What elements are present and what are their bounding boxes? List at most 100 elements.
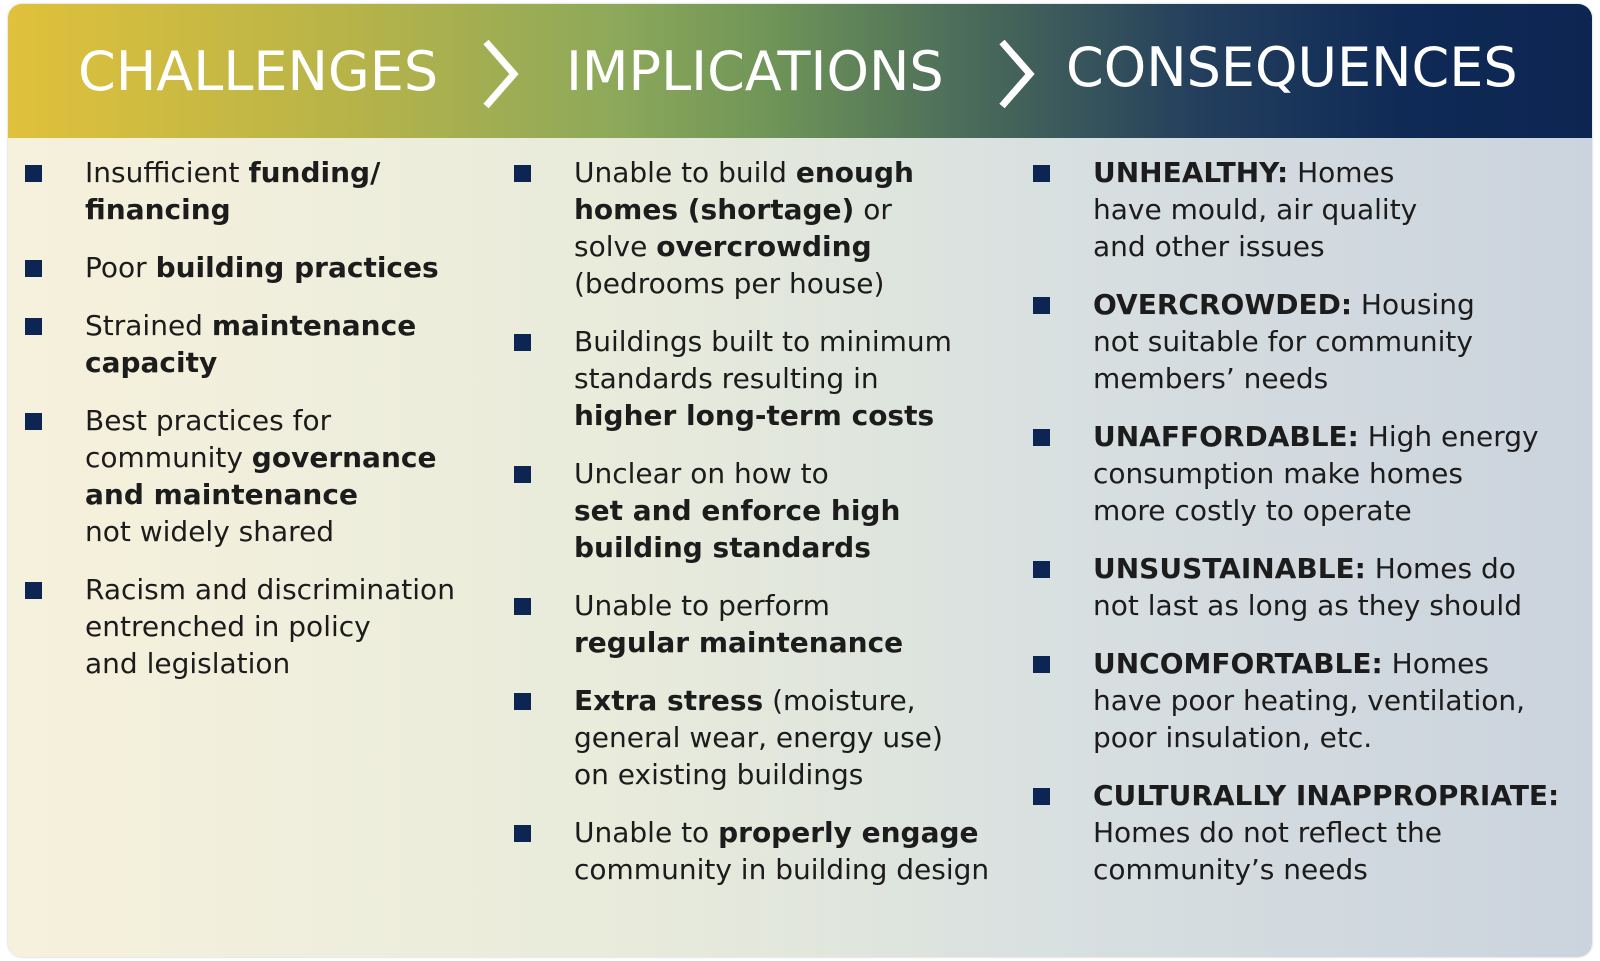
bold-text-segment: regular maintenance <box>574 626 904 659</box>
square-bullet-icon <box>514 693 531 710</box>
square-bullet-icon <box>25 318 42 335</box>
implication-item-text: Unable to properly engage community in bu… <box>574 814 1024 888</box>
bold-text-segment: UNHEALTHY: <box>1093 156 1289 189</box>
bold-text-segment: homes (shortage) <box>574 193 855 226</box>
challenge-item: Strained maintenance capacity <box>25 307 495 381</box>
bold-text-segment: building practices <box>155 251 439 284</box>
bold-text-segment: maintenance <box>211 309 417 342</box>
text-line: capacity <box>85 344 495 381</box>
text-line: Unable to properly engage <box>574 814 1024 851</box>
text-line: Unclear on how to <box>574 455 1024 492</box>
bold-text-segment: and maintenance <box>85 478 358 511</box>
text-line: building standards <box>574 529 1024 566</box>
text-line: have poor heating, ventilation, <box>1093 682 1588 719</box>
consequences-column: UNHEALTHY: Homes have mould, air quality a… <box>1033 154 1588 909</box>
challenge-item: Racism and discrimination entrenched in p… <box>25 571 495 682</box>
implication-item: Buildings built to minimum standards resu… <box>514 323 1024 434</box>
text-line: UNCOMFORTABLE: Homes <box>1093 645 1588 682</box>
text-line: CULTURALLY INAPPROPRIATE: <box>1093 777 1588 814</box>
text-segment: (bedrooms per house) <box>574 267 885 300</box>
chevron-right-icon <box>483 39 519 109</box>
text-line: UNHEALTHY: Homes <box>1093 154 1588 191</box>
text-line: and legislation <box>85 645 495 682</box>
text-line: poor insulation, etc. <box>1093 719 1588 756</box>
text-line: set and enforce high <box>574 492 1024 529</box>
text-segment: Unclear on how to <box>574 457 829 490</box>
text-line: and maintenance <box>85 476 495 513</box>
consequence-item-text: UNAFFORDABLE: High energy consumption mak… <box>1093 418 1588 529</box>
text-line: community governance <box>85 439 495 476</box>
text-segment: on existing buildings <box>574 758 864 791</box>
text-line: not last as long as they should <box>1093 587 1588 624</box>
text-line: community in building design <box>574 851 1024 888</box>
square-bullet-icon <box>514 825 531 842</box>
square-bullet-icon <box>25 582 42 599</box>
implication-item-text: Unable to build enough homes (shortage) o… <box>574 154 1024 302</box>
square-bullet-icon <box>514 165 531 182</box>
text-segment: Best practices for <box>85 404 332 437</box>
text-line: Insufficient funding/ <box>85 154 495 191</box>
consequence-item: UNCOMFORTABLE: Homes have poor heating, v… <box>1033 645 1588 756</box>
text-segment: Homes do <box>1365 552 1516 585</box>
implication-item-text: Unclear on how to set and enforce high bui… <box>574 455 1024 566</box>
text-segment: Homes <box>1382 647 1489 680</box>
text-segment: have poor heating, ventilation, <box>1093 684 1526 717</box>
text-line: not suitable for community <box>1093 323 1588 360</box>
challenges-column: Insufficient funding/financing Poor build… <box>25 154 495 703</box>
diagram-panel: CHALLENGES IMPLICATIONS CONSEQUENCES Ins… <box>8 4 1592 957</box>
text-line: financing <box>85 191 495 228</box>
bold-text-segment: enough <box>795 156 914 189</box>
text-line: Poor building practices <box>85 249 495 286</box>
text-segment: High energy <box>1358 420 1539 453</box>
consequence-item-text: UNHEALTHY: Homes have mould, air quality a… <box>1093 154 1588 265</box>
square-bullet-icon <box>1033 429 1050 446</box>
square-bullet-icon <box>25 260 42 277</box>
text-segment: and other issues <box>1093 230 1325 263</box>
bold-text-segment: Extra stress <box>574 684 764 717</box>
implication-item-text: Unable to perform regular maintenance <box>574 587 1024 661</box>
bold-text-segment: set and enforce high <box>574 494 901 527</box>
text-segment: Homes do not reflect the <box>1093 816 1442 849</box>
text-segment: Unable to <box>574 816 719 849</box>
chevron-right-icon <box>999 39 1035 109</box>
text-segment: Buildings built to minimum <box>574 325 952 358</box>
text-line: OVERCROWDED: Housing <box>1093 286 1588 323</box>
challenge-item-text: Poor building practices <box>85 249 495 286</box>
challenge-item-text: Best practices for community governance an… <box>85 402 495 550</box>
text-line: members’ needs <box>1093 360 1588 397</box>
bold-text-segment: capacity <box>85 346 218 379</box>
text-segment: not last as long as they should <box>1093 589 1522 622</box>
bold-text-segment: UNCOMFORTABLE: <box>1093 647 1383 680</box>
text-segment: Unable to build <box>574 156 796 189</box>
square-bullet-icon <box>1033 788 1050 805</box>
text-segment: Poor <box>85 251 156 284</box>
text-line: UNAFFORDABLE: High energy <box>1093 418 1588 455</box>
text-line: on existing buildings <box>574 756 1024 793</box>
text-line: standards resulting in <box>574 360 1024 397</box>
consequence-item: UNHEALTHY: Homes have mould, air quality a… <box>1033 154 1588 265</box>
bold-text-segment: higher long-term costs <box>574 399 935 432</box>
implication-item-text: Extra stress (moisture, general wear, ene… <box>574 682 1024 793</box>
consequence-item: UNAFFORDABLE: High energy consumption mak… <box>1033 418 1588 529</box>
header-band: CHALLENGES IMPLICATIONS CONSEQUENCES <box>8 4 1592 138</box>
text-segment: standards resulting in <box>574 362 879 395</box>
consequence-item-text: UNCOMFORTABLE: Homes have poor heating, v… <box>1093 645 1588 756</box>
challenge-item-text: Strained maintenance capacity <box>85 307 495 381</box>
text-line: general wear, energy use) <box>574 719 1024 756</box>
text-segment: poor insulation, etc. <box>1093 721 1373 754</box>
text-line: Unable to perform <box>574 587 1024 624</box>
text-segment: community in building design <box>574 853 990 886</box>
consequences-title: CONSEQUENCES <box>1066 36 1518 99</box>
text-line: regular maintenance <box>574 624 1024 661</box>
text-segment: members’ needs <box>1093 362 1329 395</box>
bold-text-segment: UNSUSTAINABLE: <box>1093 552 1366 585</box>
square-bullet-icon <box>1033 656 1050 673</box>
text-line: Extra stress (moisture, <box>574 682 1024 719</box>
text-line: Unable to build enough <box>574 154 1024 191</box>
text-segment: more costly to operate <box>1093 494 1412 527</box>
challenge-item-text: Insufficient funding/financing <box>85 154 495 228</box>
text-line: consumption make homes <box>1093 455 1588 492</box>
square-bullet-icon <box>514 334 531 351</box>
bold-text-segment: properly engage <box>718 816 979 849</box>
consequence-item-text: UNSUSTAINABLE: Homes do not last as long … <box>1093 550 1588 624</box>
